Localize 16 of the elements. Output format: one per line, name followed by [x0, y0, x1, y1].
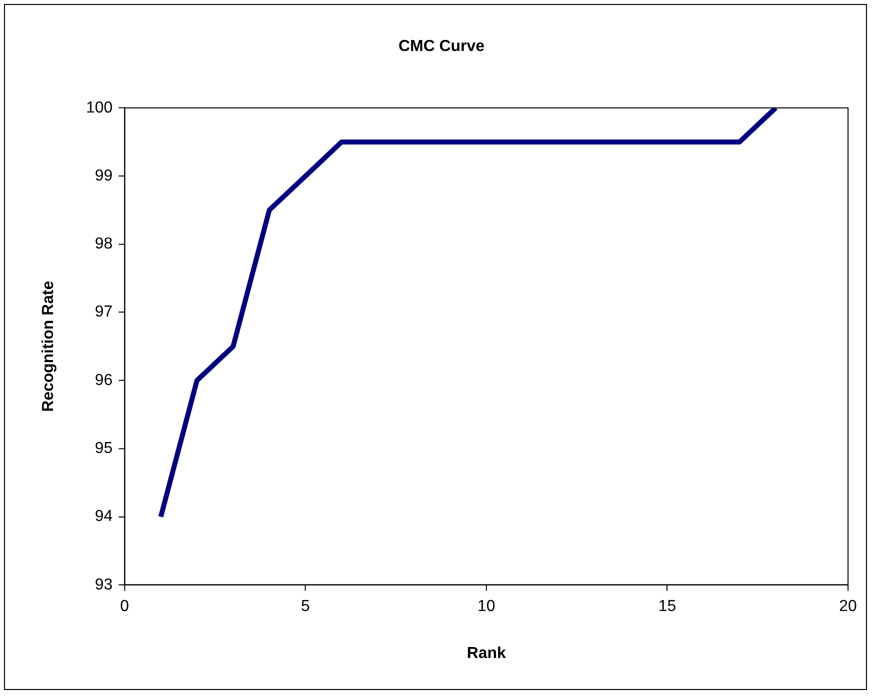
y-axis-title: Recognition Rate [40, 280, 57, 412]
x-tick-label: 5 [301, 598, 310, 615]
y-tick-label: 100 [86, 99, 113, 116]
y-tick-label: 96 [94, 372, 113, 389]
x-axis-title: Rank [466, 644, 506, 662]
y-tick-label: 97 [94, 304, 113, 321]
x-tick-label: 0 [120, 598, 130, 615]
x-tick-label: 20 [839, 598, 858, 615]
y-tick-label: 95 [94, 440, 113, 458]
x-tick-label: 15 [658, 598, 676, 615]
y-tick-label: 93 [94, 576, 113, 594]
chart-title: CMC Curve [398, 38, 485, 55]
y-tick-label: 98 [94, 236, 113, 253]
y-tick-label: 99 [94, 167, 113, 184]
y-tick-label: 94 [94, 508, 113, 526]
x-tick-label: 10 [477, 598, 496, 615]
